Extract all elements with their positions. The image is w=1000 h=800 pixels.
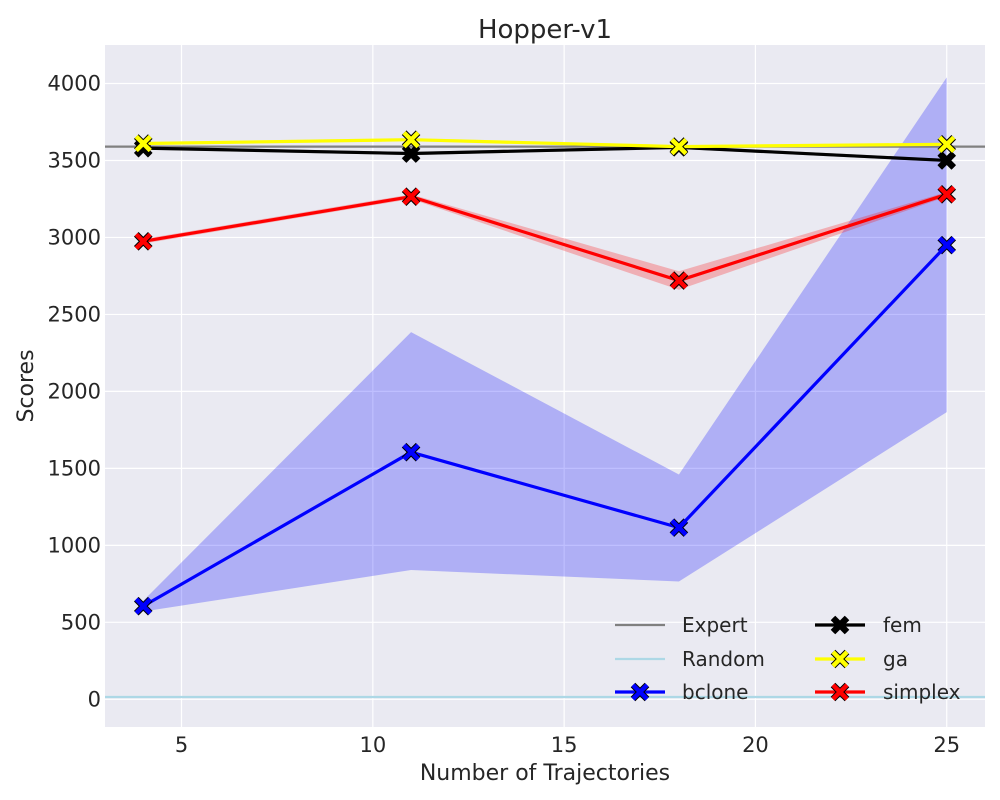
- marker-fill: [938, 135, 956, 153]
- point-bclone: [937, 235, 957, 255]
- point-bclone: [669, 518, 689, 537]
- series-line-simplex: [142, 192, 948, 283]
- plot-background: [105, 45, 985, 727]
- series-line-ga: [143, 138, 947, 149]
- point-ga: [401, 130, 421, 149]
- legend-label: ga: [883, 647, 908, 671]
- y-tick-label: 1500: [48, 456, 101, 480]
- series-line-fem: [143, 145, 947, 163]
- legend-label: Random: [682, 647, 765, 671]
- marker-fill: [134, 597, 152, 615]
- point-fem: [937, 151, 957, 170]
- legend-item-random: Random: [615, 647, 765, 671]
- point-bclone: [133, 596, 153, 616]
- y-tick-label: 2000: [48, 379, 101, 403]
- legend-item-ga: ga: [815, 647, 908, 671]
- y-tick-label: 500: [61, 610, 101, 634]
- series-lines: [133, 130, 957, 616]
- x-tick-label: 15: [551, 733, 578, 757]
- y-tick-label: 0: [88, 687, 101, 711]
- series-line-bclone: [142, 244, 948, 608]
- x-axis-label: Number of Trajectories: [420, 761, 670, 786]
- legend-label: simplex: [883, 680, 961, 704]
- y-tick-label: 4000: [48, 71, 101, 95]
- legend-marker: [630, 682, 650, 702]
- x-tick-label: 10: [359, 733, 386, 757]
- legend-label: Expert: [682, 613, 748, 637]
- marker-fill: [670, 138, 688, 156]
- point-bclone: [401, 442, 421, 462]
- marker-fill: [670, 271, 688, 290]
- point-simplex: [669, 271, 689, 290]
- marker-fill: [402, 443, 420, 461]
- legend: Expert Random bclone fem ga simplex: [615, 613, 961, 704]
- y-tick-labels: 0 500 1000 1500 2000 2500 3000 3500 4000: [48, 71, 101, 711]
- y-axis-label: Scores: [14, 349, 39, 422]
- legend-item-expert: Expert: [615, 613, 748, 637]
- chart-title: Hopper-v1: [478, 15, 612, 45]
- marker-fill: [670, 519, 688, 537]
- marker-fill: [831, 650, 849, 668]
- x-tick-label: 20: [742, 733, 769, 757]
- marker-fill: [938, 185, 956, 203]
- legend-label: bclone: [682, 680, 748, 704]
- marker-fill: [631, 683, 649, 701]
- marker-fill: [831, 683, 849, 701]
- marker-fill: [134, 232, 152, 250]
- x-tick-label: 25: [933, 733, 960, 757]
- marker-fill: [831, 616, 849, 634]
- point-ga: [937, 134, 957, 154]
- legend-marker: [830, 615, 850, 635]
- marker-fill: [402, 188, 420, 206]
- y-tick-label: 2500: [48, 302, 101, 326]
- marker-fill: [938, 151, 956, 170]
- y-tick-label: 3000: [48, 225, 101, 249]
- point-simplex: [133, 231, 153, 251]
- marker-fill: [402, 131, 420, 149]
- legend-item-simplex: simplex: [815, 680, 961, 704]
- marker-fill: [134, 134, 152, 153]
- legend-marker: [830, 649, 850, 669]
- point-ga: [133, 134, 153, 153]
- legend-item-fem: fem: [815, 613, 922, 637]
- point-simplex: [937, 185, 957, 204]
- point-simplex: [401, 187, 421, 206]
- y-tick-label: 1000: [48, 533, 101, 557]
- marker-fill: [938, 236, 956, 254]
- legend-label: fem: [883, 613, 922, 637]
- band-simplex: [143, 192, 947, 290]
- x-tick-labels: 5 10 15 20 25: [175, 733, 960, 757]
- band-bclone: [143, 77, 947, 612]
- x-tick-label: 5: [175, 733, 188, 757]
- y-tick-label: 3500: [48, 148, 101, 172]
- legend-item-bclone: bclone: [615, 680, 748, 704]
- legend-marker: [830, 682, 850, 702]
- point-ga: [669, 137, 689, 156]
